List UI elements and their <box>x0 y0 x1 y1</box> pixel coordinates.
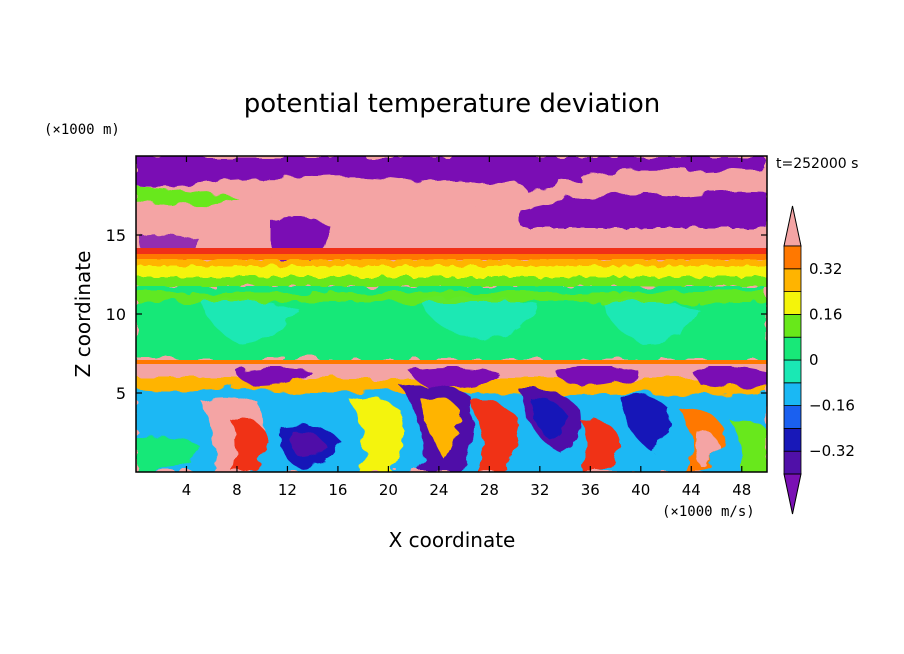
x-tick-label: 36 <box>581 481 600 499</box>
colorbar-max-arrow <box>783 205 802 247</box>
x-tick-label: 48 <box>732 481 751 499</box>
y-axis-label: Z coordinate <box>71 251 95 378</box>
x-axis: 4 8 12 16 20 24 28 32 36 40 44 48 <box>182 156 751 499</box>
colorbar-box <box>783 268 802 292</box>
colorbar-box <box>783 427 802 452</box>
y-tick-label: 15 <box>106 226 126 245</box>
time-label: t=252000 s <box>776 156 858 172</box>
x-axis-label: X coordinate <box>389 528 516 552</box>
colorbar-box <box>783 359 802 384</box>
colorbar-min-arrow <box>783 473 802 515</box>
x-tick-label: 4 <box>182 481 192 499</box>
colorbar-label: 0 <box>809 351 819 369</box>
colorbar-label: 0.32 <box>809 260 842 278</box>
x-tick-label: 24 <box>429 481 448 499</box>
y-axis: 5 10 15 <box>106 226 767 403</box>
y-tick-label: 5 <box>116 384 126 403</box>
colorbar-box <box>783 405 802 429</box>
colorbar-box <box>783 313 802 338</box>
x-tick-label: 12 <box>278 481 297 499</box>
contour-field <box>136 156 767 472</box>
colorbar-box <box>783 382 802 406</box>
colorbar: 0.32 0.16 0 −0.16 −0.32 <box>783 205 855 515</box>
x-tick-label: 40 <box>631 481 650 499</box>
x-tick-label: 8 <box>232 481 242 499</box>
colorbar-label: 0.16 <box>809 305 842 323</box>
colorbar-label: −0.16 <box>809 397 855 415</box>
chart-title: potential temperature deviation <box>244 89 660 119</box>
colorbar-box <box>783 450 802 475</box>
colorbar-box <box>783 336 802 361</box>
x-tick-label: 16 <box>328 481 347 499</box>
x-tick-label: 32 <box>530 481 549 499</box>
colorbar-label: −0.32 <box>809 442 855 460</box>
colorbar-box <box>783 245 802 270</box>
x-tick-label: 28 <box>480 481 499 499</box>
x-tick-label: 44 <box>682 481 701 499</box>
y-tick-label: 10 <box>106 305 126 324</box>
x-tick-label: 20 <box>379 481 398 499</box>
colorbar-box <box>783 291 802 315</box>
y-unit-label: (×1000 m) <box>44 122 120 138</box>
x-unit-label: (×1000 m/s) <box>662 504 755 520</box>
